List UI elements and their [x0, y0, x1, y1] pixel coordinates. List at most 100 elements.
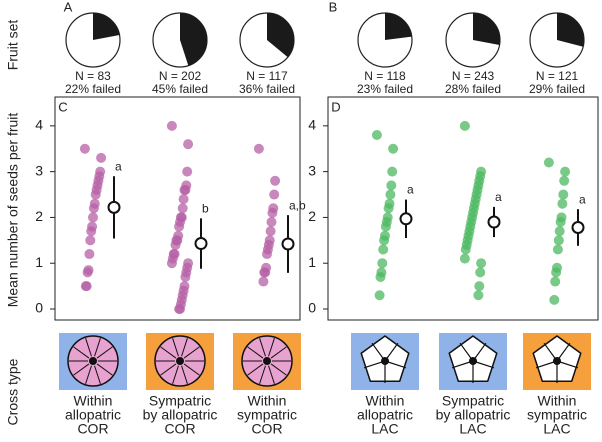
y-tick-label: 3: [308, 162, 316, 178]
flower-vein: [270, 346, 287, 359]
pie-slice: [93, 13, 120, 40]
data-point: [385, 189, 396, 200]
plot-frame: [54, 96, 301, 321]
category-label: LAC: [543, 421, 570, 437]
flower-vein: [268, 338, 275, 357]
pie-slice: [267, 13, 295, 58]
data-point: [550, 276, 561, 287]
axis-title: Cross type: [5, 358, 21, 425]
data-point: [265, 226, 276, 237]
flower-vein: [181, 365, 188, 384]
category-label: Within: [366, 393, 405, 409]
data-point: [259, 267, 270, 278]
flower-vein: [247, 363, 264, 376]
y-tick-label: 2: [35, 208, 43, 224]
data-point: [551, 267, 562, 278]
flower-vein: [183, 346, 200, 359]
data-point: [86, 226, 97, 237]
data-point: [84, 249, 95, 260]
data-point: [180, 271, 191, 282]
data-point: [380, 221, 391, 232]
category-label: allopatric: [65, 407, 121, 423]
flower-center: [263, 357, 271, 365]
category-label: LAC: [371, 421, 398, 437]
flower-vein: [94, 365, 101, 384]
plot-frame: [327, 96, 599, 321]
category-label: sympatric: [237, 407, 297, 423]
category-label: LAC: [459, 421, 486, 437]
data-point: [388, 143, 399, 154]
data-point: [474, 281, 485, 292]
data-point: [182, 166, 193, 177]
data-point: [96, 152, 107, 163]
data-point: [553, 235, 564, 246]
flower-vein: [259, 365, 266, 384]
pie-n-label: N = 118: [364, 69, 406, 83]
flower-vein: [73, 346, 90, 359]
flower-vein: [268, 365, 275, 384]
data-point: [476, 258, 487, 269]
y-tick-label: 4: [308, 117, 316, 133]
data-point: [85, 235, 96, 246]
data-point: [267, 207, 278, 218]
mean-marker: [281, 237, 295, 251]
mean-marker: [571, 221, 585, 235]
data-point: [559, 175, 570, 186]
significance-letter: a: [407, 183, 414, 197]
category-label: COR: [77, 421, 108, 437]
data-point: [543, 157, 554, 168]
data-point: [270, 175, 281, 186]
panel-letter: A: [64, 0, 73, 14]
data-point: [549, 294, 560, 305]
flower-vein: [73, 363, 90, 376]
y-tick-label: 0: [35, 300, 43, 316]
flower-vein: [160, 346, 177, 359]
flower-vein: [172, 338, 179, 357]
data-point: [460, 244, 471, 255]
flower-vein: [85, 338, 92, 357]
data-point: [253, 143, 264, 154]
significance-letter: a: [115, 159, 122, 173]
category-label: Within: [538, 393, 577, 409]
category-label: sympatric: [527, 407, 587, 423]
pie-value-label: 23% failed: [357, 82, 413, 96]
data-point: [88, 212, 98, 223]
data-point: [379, 235, 390, 246]
y-tick-label: 2: [308, 208, 316, 224]
category-label: COR: [164, 421, 195, 437]
pie-slice: [385, 13, 412, 40]
pie-slice: [473, 12, 500, 46]
flower-vein: [96, 346, 113, 359]
pie-value-label: 45% failed: [152, 82, 208, 96]
data-point: [558, 189, 569, 200]
data-point: [557, 198, 568, 209]
y-tick-label: 0: [308, 300, 316, 316]
data-point: [375, 271, 386, 282]
data-point: [459, 253, 470, 264]
axis-title: Fruit set: [5, 20, 21, 71]
data-point: [560, 166, 571, 177]
pie-n-label: N = 117: [246, 69, 288, 83]
flower-vein: [160, 363, 177, 376]
significance-letter: b: [202, 202, 209, 216]
panel-letter: C: [58, 99, 67, 114]
data-point: [371, 130, 382, 141]
significance-letter: a: [579, 192, 586, 206]
data-point: [82, 267, 93, 278]
y-tick-label: 3: [35, 162, 43, 178]
flower-vein: [181, 338, 188, 357]
mean-marker: [107, 200, 121, 214]
flower-center: [469, 357, 477, 365]
data-point: [170, 239, 181, 250]
y-tick-label: 1: [308, 254, 316, 270]
data-point: [269, 189, 280, 200]
data-point: [177, 203, 188, 214]
category-label: Within: [248, 393, 287, 409]
data-point: [475, 267, 486, 278]
data-point: [179, 184, 190, 195]
axis-title: Mean number of seeds per fruit: [5, 113, 21, 308]
panel-letter: B: [329, 0, 338, 14]
pie-n-label: N = 121: [536, 69, 579, 83]
pie-value-label: 36% failed: [239, 82, 295, 96]
